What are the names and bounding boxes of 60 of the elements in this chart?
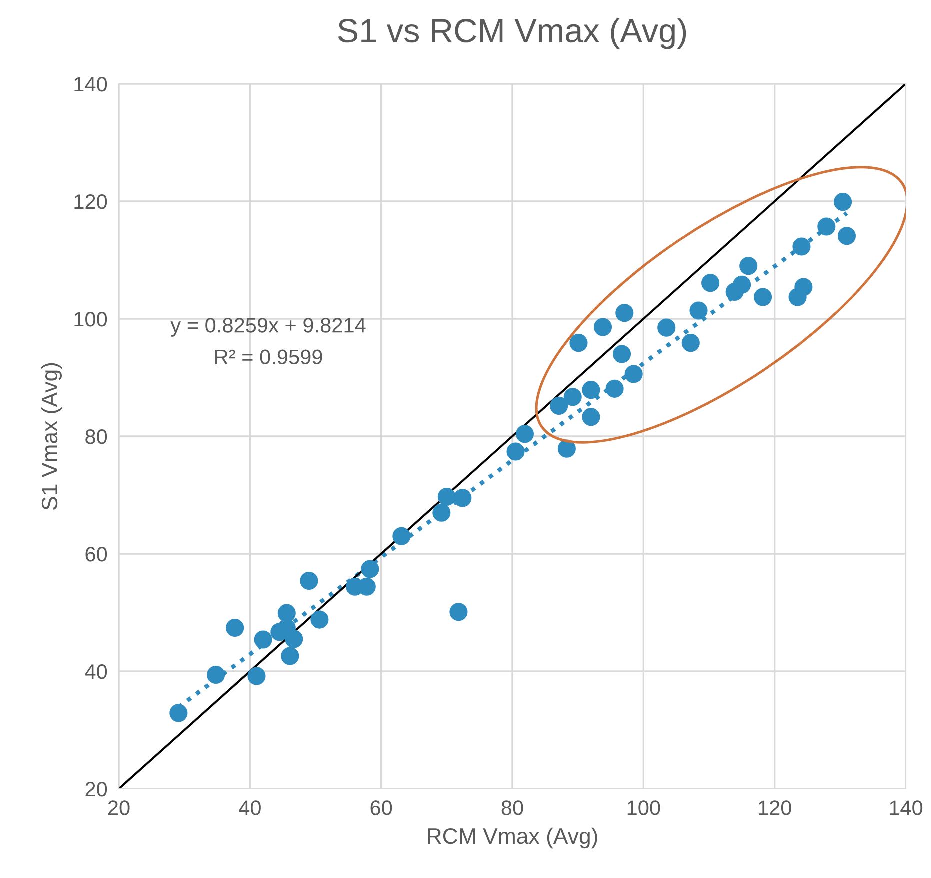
annotation: R² = 0.9599 [216, 350, 322, 365]
point [702, 274, 720, 292]
point [281, 647, 300, 666]
point [612, 345, 632, 364]
point [254, 630, 272, 649]
point [558, 440, 576, 458]
y-tick-label: 100 [74, 312, 108, 327]
point [838, 227, 856, 246]
x-tick-label: 140 [890, 800, 923, 816]
y-tick-label: 40 [85, 664, 108, 680]
x-tick-label: 60 [370, 800, 392, 816]
x-tick-label: 100 [628, 800, 660, 816]
point [740, 257, 758, 276]
point [794, 278, 813, 296]
annotation: y = 0.8259x + 9.8214 [170, 318, 366, 337]
y-tick-label: 120 [74, 194, 108, 210]
point [564, 388, 582, 406]
y-tick-label: 80 [86, 430, 108, 444]
point [226, 618, 244, 638]
point [682, 334, 700, 352]
chart-title: S1 vs RCM Vmax (Avg) [338, 18, 686, 50]
point [438, 488, 456, 506]
point [361, 560, 380, 578]
x-tick-label: 120 [759, 800, 792, 816]
point [606, 380, 624, 398]
x-tick-label: 40 [239, 800, 261, 816]
point [285, 630, 304, 648]
point [690, 302, 708, 320]
point [300, 572, 318, 590]
point [754, 288, 772, 306]
point [658, 318, 676, 337]
point [516, 425, 534, 444]
point [454, 489, 472, 508]
point [594, 318, 612, 336]
point [392, 527, 411, 546]
y-tick-label: 140 [74, 77, 108, 92]
point [582, 408, 600, 426]
point [570, 334, 588, 352]
point [278, 604, 296, 622]
point [792, 238, 811, 256]
y-tick-label: 20 [86, 782, 108, 797]
point [733, 276, 752, 294]
point [624, 365, 643, 384]
point [550, 396, 568, 415]
point [432, 504, 451, 522]
point [207, 666, 226, 684]
point [818, 218, 836, 236]
point [248, 667, 266, 686]
x-tick-label: 20 [108, 800, 130, 816]
point [616, 304, 634, 322]
y-axis-title: S1 Vmax (Avg) [41, 363, 62, 510]
point [582, 381, 600, 400]
point [310, 610, 329, 629]
point [506, 442, 525, 461]
point [450, 603, 468, 622]
x-tick-label: 80 [502, 800, 524, 816]
point [170, 704, 188, 722]
y-tick-label: 60 [86, 547, 108, 562]
x-axis-title: RCM Vmax (Avg) [428, 828, 598, 849]
point [834, 193, 852, 212]
